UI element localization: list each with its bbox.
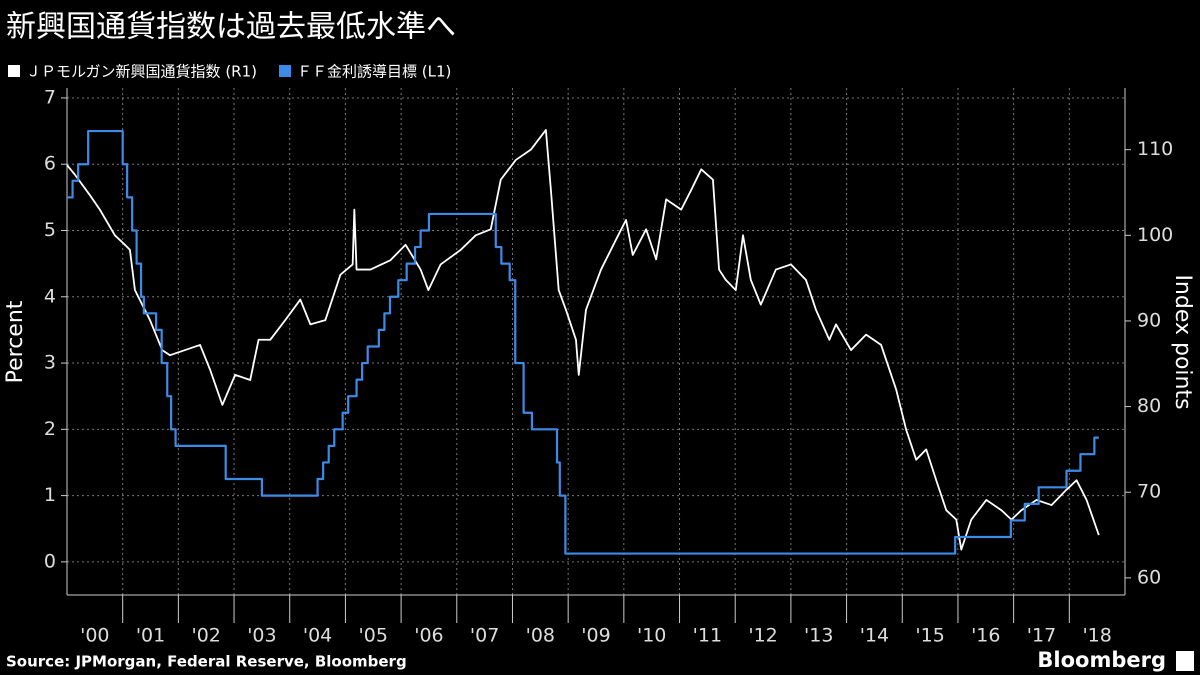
y-tick-label: 0 [44, 550, 56, 572]
y2-tick-label: 90 [1137, 309, 1161, 331]
y2-tick-label: 80 [1137, 395, 1161, 417]
series-line [67, 129, 1099, 555]
legend-label: ＦＦ金利誘導目標 (L1) [297, 63, 451, 81]
y-tick-label: 5 [44, 219, 56, 241]
legend-marker [8, 65, 20, 77]
y-tick-label: 1 [44, 484, 56, 506]
y2-tick-label: 60 [1137, 566, 1161, 588]
x-tick-label: '00 [80, 625, 109, 647]
y-axis-label: Percent [3, 300, 28, 383]
y-tick-label: 4 [44, 285, 56, 307]
x-tick-label: '05 [359, 625, 388, 647]
x-tick-label: '16 [971, 625, 1000, 647]
x-tick-label: '07 [470, 625, 499, 647]
y-tick-label: 2 [44, 418, 56, 440]
legend-marker [279, 65, 291, 77]
x-tick-label: '01 [136, 625, 165, 647]
x-tick-label: '15 [915, 625, 944, 647]
x-tick-label: '09 [581, 625, 610, 647]
y2-tick-label: 110 [1137, 138, 1173, 160]
y-tick-label: 3 [44, 352, 56, 374]
x-tick-label: '10 [637, 625, 666, 647]
x-tick-label: '06 [414, 625, 443, 647]
y-tick-label: 7 [44, 86, 56, 108]
x-tick-label: '18 [1082, 625, 1111, 647]
x-tick-label: '08 [526, 625, 555, 647]
x-tick-label: '04 [303, 625, 332, 647]
x-tick-label: '17 [1027, 625, 1056, 647]
x-tick-label: '13 [804, 625, 833, 647]
x-tick-label: '12 [748, 625, 777, 647]
y2-axis-label: Index points [1170, 274, 1195, 409]
chart-title: 新興国通貨指数は過去最低水準へ [6, 10, 456, 45]
y-tick-label: 6 [44, 153, 56, 175]
x-tick-label: '14 [860, 625, 889, 647]
series-line [66, 129, 1100, 551]
y2-tick-label: 70 [1137, 481, 1161, 503]
source: Source: JPMorgan, Federal Reserve, Bloom… [6, 653, 407, 671]
x-tick-label: '03 [247, 625, 276, 647]
x-tick-label: '02 [192, 625, 221, 647]
legend-label: ＪＰモルガン新興国通貨指数 (R1) [26, 63, 257, 81]
y2-tick-label: 100 [1137, 224, 1173, 246]
brand-icon [1176, 651, 1194, 671]
brand: Bloomberg [1037, 648, 1166, 672]
x-tick-label: '11 [693, 625, 722, 647]
